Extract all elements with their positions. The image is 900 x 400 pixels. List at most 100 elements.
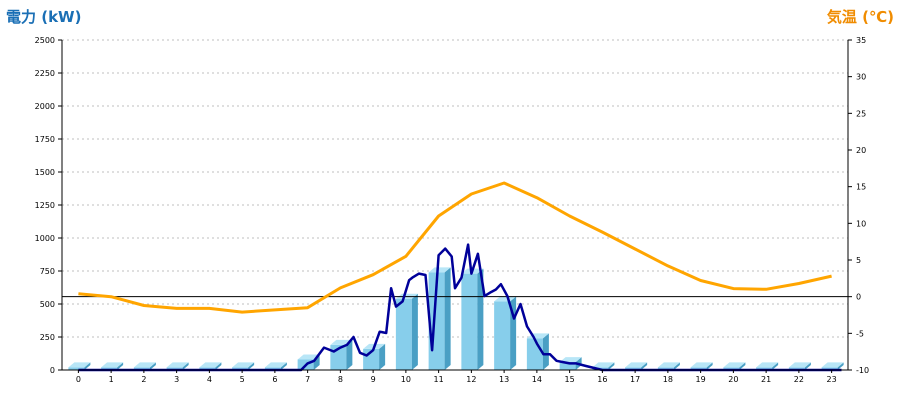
x-axis-tick-label: 6 — [272, 375, 277, 384]
right-axis-tick-label: -5 — [856, 329, 864, 338]
power-bars — [68, 267, 844, 370]
power-bar-front — [101, 367, 118, 370]
power-bar-top — [297, 354, 320, 360]
power-bar-side — [117, 362, 124, 370]
power-bar-front — [559, 362, 576, 370]
right-axis-tick-label: 20 — [856, 146, 866, 155]
left-axis-tick-label: 2250 — [35, 69, 55, 78]
left-axis-tick-label: 1250 — [35, 201, 55, 210]
x-axis-tick-label: 8 — [338, 375, 343, 384]
series-lines — [78, 181, 842, 372]
power-bar-side — [248, 362, 255, 370]
power-bar-top — [723, 362, 746, 368]
right-axis-tick-label: 30 — [856, 73, 866, 82]
left-axis-tick-label: 1000 — [35, 234, 55, 243]
power-line — [78, 243, 842, 372]
power-bar-side — [280, 362, 287, 370]
power-bar-top — [788, 362, 811, 368]
left-axis-tick-labels: 0 250 500 750 1000 1250 1500 1750 2000 2250 2500 — [35, 36, 55, 375]
left-axis-tick-label: 1750 — [35, 135, 55, 144]
axes — [58, 39, 852, 373]
power-bar-side — [542, 333, 549, 370]
left-axis-tick-label: 1500 — [35, 168, 55, 177]
left-axis-tick-label: 0 — [50, 366, 55, 375]
x-axis-tick-label: 1 — [109, 375, 114, 384]
temperature-line — [78, 181, 832, 314]
power-bar-side — [706, 362, 713, 370]
x-axis-tick-label: 0 — [76, 375, 81, 384]
x-axis-tick-label: 14 — [532, 375, 542, 384]
x-axis-tick-label: 22 — [794, 375, 804, 384]
power-bar — [461, 268, 484, 370]
power-bar — [133, 362, 156, 370]
left-axis-tick-label: 2500 — [35, 36, 55, 45]
power-bar-top — [559, 357, 582, 363]
power-bar — [723, 362, 746, 370]
power-bar — [166, 362, 189, 370]
x-axis-tick-label: 10 — [401, 375, 411, 384]
power-bar-front — [690, 367, 707, 370]
power-bar-side — [411, 293, 418, 370]
x-axis-tick-labels: 0 1 2 3 4 5 6 7 8 9 10 11 12 13 14 15 16 17 18 19 20 21 22 23 — [76, 375, 837, 384]
right-axis-tick-label: 5 — [856, 256, 861, 265]
power-bar-top — [133, 362, 156, 368]
x-axis-tick-label: 19 — [696, 375, 706, 384]
power-bar-side — [149, 362, 156, 370]
x-axis-tick-label: 17 — [630, 375, 640, 384]
power-bar-top — [166, 362, 189, 368]
x-axis-tick-label: 2 — [141, 375, 146, 384]
x-axis-tick-label: 16 — [597, 375, 607, 384]
power-bar-side — [673, 362, 680, 370]
power-bar-side — [804, 362, 811, 370]
power-bar — [264, 362, 287, 370]
x-axis-tick-label: 3 — [174, 375, 179, 384]
power-bar-side — [837, 362, 844, 370]
x-axis-tick-label: 12 — [466, 375, 476, 384]
power-bar — [526, 333, 549, 370]
x-axis-tick-label: 7 — [305, 375, 310, 384]
power-bar-side — [379, 343, 386, 370]
left-axis-title: 電力 (kW) — [6, 8, 82, 26]
power-bar-side — [608, 362, 615, 370]
x-axis-tick-label: 21 — [761, 375, 771, 384]
power-bar-front — [788, 367, 805, 370]
power-bar — [788, 362, 811, 370]
power-bar-top — [264, 362, 287, 368]
right-axis-tick-label: 35 — [856, 36, 866, 45]
x-axis-tick-label: 13 — [499, 375, 509, 384]
power-bar — [494, 296, 517, 370]
power-bar — [821, 362, 844, 370]
power-bar-top — [232, 362, 255, 368]
power-bar-front — [395, 298, 412, 370]
x-axis-tick-label: 23 — [827, 375, 837, 384]
power-bar-front — [68, 367, 85, 370]
power-bar-top — [592, 362, 615, 368]
power-bar-side — [84, 362, 91, 370]
x-axis-tick-label: 5 — [240, 375, 245, 384]
right-axis-tick-label: 15 — [856, 183, 866, 192]
power-bar — [330, 339, 353, 370]
x-axis-tick-label: 15 — [565, 375, 575, 384]
power-bar-top — [68, 362, 91, 368]
power-bar-front — [494, 301, 511, 370]
power-bar-side — [739, 362, 746, 370]
power-bar-top — [690, 362, 713, 368]
power-bar-top — [101, 362, 124, 368]
right-axis-tick-label: 25 — [856, 109, 866, 118]
power-bar-top — [199, 362, 222, 368]
power-bar — [101, 362, 124, 370]
power-bar-top — [494, 296, 517, 302]
power-bar-front — [526, 338, 543, 370]
power-bar — [756, 362, 779, 370]
power-bar-side — [477, 268, 484, 370]
power-bar-side — [346, 339, 353, 370]
left-axis-tick-label: 2000 — [35, 102, 55, 111]
right-axis-tick-labels: -10 -5 0 5 10 15 20 25 30 35 — [856, 36, 869, 375]
power-bar — [690, 362, 713, 370]
power-bar — [232, 362, 255, 370]
power-bar-top — [821, 362, 844, 368]
power-bar-front — [723, 367, 740, 370]
power-bar — [68, 362, 91, 370]
power-bar-side — [641, 362, 648, 370]
